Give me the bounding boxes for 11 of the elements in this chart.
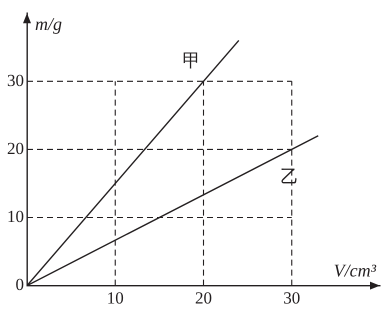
y-tick-label: 20 — [7, 138, 24, 158]
y-tick-label: 10 — [7, 206, 24, 226]
x-tick-label: 30 — [283, 288, 300, 308]
x-axis-title: V/cm³ — [334, 260, 377, 280]
series-label: 甲 — [182, 50, 200, 71]
x-tick-label: 20 — [195, 288, 212, 308]
x-tick-label: 10 — [106, 288, 124, 308]
y-tick-label: 0 — [16, 275, 24, 294]
series-label: 乙 — [280, 166, 298, 186]
y-axis-title: m/g — [35, 14, 62, 34]
y-tick-label: 30 — [7, 70, 24, 90]
